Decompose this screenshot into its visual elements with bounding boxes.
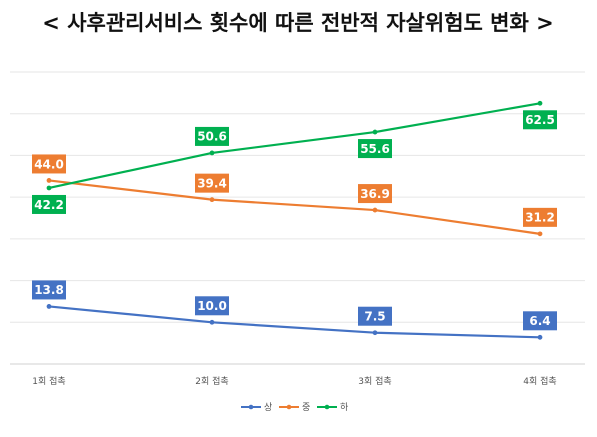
x-tick-label: 4회 접촉 <box>523 375 556 387</box>
data-label: 6.4 <box>529 314 550 328</box>
series-line <box>48 305 541 339</box>
data-point <box>46 304 52 309</box>
data-point <box>537 231 543 237</box>
data-label: 62.5 <box>525 113 555 127</box>
data-label-box <box>32 280 66 300</box>
data-label-box <box>523 110 557 130</box>
data-point <box>537 334 543 340</box>
data-label: 39.4 <box>197 176 227 190</box>
data-label: 7.5 <box>364 310 385 324</box>
data-label-box <box>358 306 392 326</box>
data-label: 13.8 <box>34 283 64 297</box>
data-point <box>46 178 52 183</box>
series-line <box>48 102 541 190</box>
data-label-box <box>32 194 66 214</box>
legend-marker <box>248 404 254 410</box>
legend-label: 상 <box>264 402 272 413</box>
data-labels: 13.8 10.0 7.5 6.4 44.0 39.4 36.9 31.2 42.2 50.6 55… <box>32 110 557 331</box>
data-label: 55.6 <box>360 142 390 156</box>
data-label: 10.0 <box>197 299 227 313</box>
x-tick-label: 3회 접촉 <box>358 375 391 387</box>
data-label-box <box>195 296 229 316</box>
legend-marker <box>286 404 292 410</box>
data-label-box <box>195 173 229 193</box>
data-label-box <box>32 154 66 174</box>
data-label: 44.0 <box>34 157 64 171</box>
data-label: 36.9 <box>360 187 390 201</box>
data-point <box>46 185 52 191</box>
x-tick-label: 2회 접촉 <box>195 375 228 387</box>
data-point <box>537 100 543 106</box>
data-point <box>209 150 215 156</box>
data-label-box <box>358 184 392 204</box>
data-label-box <box>523 207 557 227</box>
legend-marker <box>324 404 330 410</box>
gridlines <box>10 71 585 365</box>
data-label-box <box>195 126 229 146</box>
plot-area <box>46 100 543 340</box>
data-point <box>372 207 378 213</box>
data-label-box <box>523 311 557 331</box>
legend-label: 중 <box>302 402 310 413</box>
data-point <box>209 197 215 203</box>
series-line <box>48 179 541 235</box>
data-label: 42.2 <box>34 198 64 212</box>
data-label-box <box>358 139 392 159</box>
data-point <box>372 129 378 135</box>
x-axis: 1회 접촉 2회 접촉 3회 접촉 4회 접촉 <box>32 375 556 387</box>
data-label: 31.2 <box>525 211 555 225</box>
chart-title: < 사후관리서비스 횟수에 따른 전반적 자살위험도 변화 > <box>42 11 553 35</box>
data-point <box>209 319 215 325</box>
x-tick-label: 1회 접촉 <box>32 375 65 387</box>
legend-label: 하 <box>340 402 349 413</box>
data-label: 50.6 <box>197 130 227 144</box>
data-point <box>372 330 378 336</box>
